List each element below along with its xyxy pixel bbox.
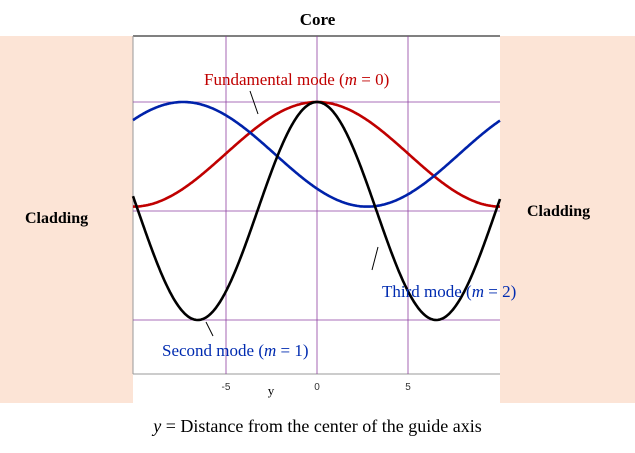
label-third-mode: Third mode (m = 2) xyxy=(382,282,516,301)
second-prefix: Second mode ( xyxy=(162,341,264,360)
third-prefix: Third mode ( xyxy=(382,282,472,301)
mode-curves xyxy=(131,100,502,322)
third-var: m xyxy=(472,282,484,301)
leader-third xyxy=(371,246,379,271)
caption-var: y xyxy=(153,416,162,436)
fundamental-suffix: = 0) xyxy=(357,70,389,89)
third-suffix: = 2) xyxy=(484,282,516,301)
second-var: m xyxy=(264,341,276,360)
fundamental-var: m xyxy=(345,70,357,89)
cladding-region-left xyxy=(0,36,133,403)
x-tick-label: 5 xyxy=(405,382,411,393)
x-axis-label: y xyxy=(268,383,275,398)
plot-area xyxy=(133,36,500,374)
curve-second-mode xyxy=(132,100,501,208)
fundamental-prefix: Fundamental mode ( xyxy=(204,70,345,89)
x-tick-label: 0 xyxy=(314,382,320,393)
x-axis-caption: y = Distance from the center of the guid… xyxy=(0,416,635,437)
leader-second xyxy=(205,321,214,337)
label-leaders xyxy=(205,90,379,337)
cladding-label-right: Cladding xyxy=(527,203,591,220)
core-label: Core xyxy=(299,10,336,29)
curve-third-mode xyxy=(131,100,502,322)
x-tick-label: -5 xyxy=(222,382,231,393)
cladding-region-right xyxy=(500,36,635,403)
second-suffix: = 1) xyxy=(276,341,308,360)
grid xyxy=(133,36,500,374)
x-tick-labels: -5 0 5 xyxy=(222,382,412,393)
caption-text: = Distance from the center of the guide … xyxy=(161,416,482,436)
label-second-mode: Second mode (m = 1) xyxy=(162,341,309,360)
leader-fundamental xyxy=(249,90,259,115)
cladding-label-left: Cladding xyxy=(25,210,89,227)
label-fundamental-mode: Fundamental mode (m = 0) xyxy=(204,70,389,89)
